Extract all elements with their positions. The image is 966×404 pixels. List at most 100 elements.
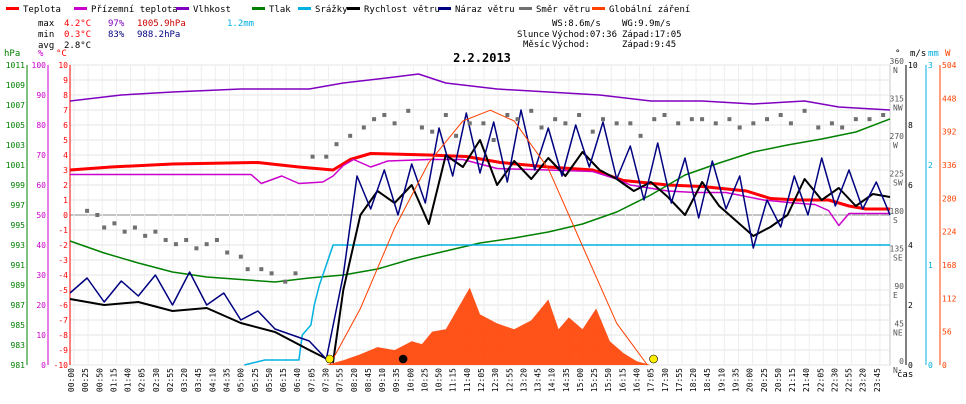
tick-label-pct: 20 xyxy=(36,301,46,310)
x-tick-label: 09:10 xyxy=(378,368,387,392)
wind-direction-point xyxy=(481,121,486,126)
x-tick-label: 20:25 xyxy=(760,368,769,392)
series-line xyxy=(69,73,891,111)
tick-label-deg: 7 xyxy=(63,106,68,115)
tick-label-w: 504 xyxy=(942,61,957,70)
wind-direction-point xyxy=(553,117,558,122)
tick-label-dir-compass: SW xyxy=(893,179,903,188)
wind-direction-point xyxy=(454,133,459,138)
sun-label: Slunce xyxy=(517,30,550,40)
x-tick-label: 12:30 xyxy=(491,368,500,392)
x-tick-label: 17:30 xyxy=(661,368,670,392)
sun-set: Západ:17:05 xyxy=(622,30,682,40)
tick-label-dir-compass: NE xyxy=(893,329,903,338)
legend-label: Přízemní teplota xyxy=(91,5,178,15)
legend-label: Směr větru xyxy=(536,5,590,15)
x-tick-label: 12:55 xyxy=(505,368,514,392)
wind-direction-point xyxy=(689,117,694,122)
wind-direction-point xyxy=(184,238,189,242)
x-tick-label: 00:00 xyxy=(67,368,76,392)
stat-avg-label: avg xyxy=(38,41,54,51)
wind-direction-point xyxy=(406,108,411,113)
wind-direction-point xyxy=(737,125,742,130)
axes: 9819839859879899919939959979991001100310… xyxy=(6,57,957,375)
moon-label: Měsíc xyxy=(523,40,550,50)
sun-moon-info: WS:8.6m/s WG:9.9m/s Slunce Východ:07:36 … xyxy=(517,19,682,50)
series-line xyxy=(329,109,648,366)
tick-label-pct: 30 xyxy=(36,271,46,280)
tick-label-hpa: 1011 xyxy=(6,61,25,70)
tick-label-dir: 270 xyxy=(890,132,905,141)
wind-direction-point xyxy=(529,108,534,113)
x-tick-label: 09:35 xyxy=(392,368,401,392)
x-tick-label: 05:25 xyxy=(251,368,260,392)
wind-direction-point xyxy=(727,117,732,122)
x-tick-label: 04:35 xyxy=(223,368,232,392)
unit-dir: ° xyxy=(895,49,900,59)
tick-label-hpa: 983 xyxy=(11,341,26,350)
x-tick-label: 01:15 xyxy=(109,368,118,392)
tick-label-mm: 1 xyxy=(928,261,933,270)
x-tick-label: 15:25 xyxy=(590,368,599,392)
wind-direction-point xyxy=(676,121,681,126)
tick-label-hpa: 1007 xyxy=(6,101,25,110)
tick-label-hpa: 993 xyxy=(11,241,26,250)
legend-swatch xyxy=(252,7,265,10)
tick-label-ms: 6 xyxy=(908,181,913,190)
axis-units: hPa % °C ° m/s mm W čas xyxy=(4,49,951,380)
wind-direction-point xyxy=(204,242,209,247)
wind-direction-point xyxy=(361,125,366,130)
wind-direction-point xyxy=(539,125,544,130)
wind-direction-point xyxy=(751,121,756,126)
wind-direction-point xyxy=(829,121,834,126)
stat-max-label: max xyxy=(38,19,55,29)
wind-direction-point xyxy=(505,113,510,117)
x-tick-label: 23:20 xyxy=(859,368,868,392)
x-tick-label: 15:00 xyxy=(576,368,585,392)
tick-label-pct: 70 xyxy=(36,151,46,160)
tick-label-hpa: 1009 xyxy=(6,81,25,90)
wind-direction-point xyxy=(840,125,845,130)
x-tick-label: 17:55 xyxy=(675,368,684,392)
wind-direction-point xyxy=(293,271,298,276)
wind-direction-point xyxy=(662,113,667,117)
tick-label-deg: 4 xyxy=(63,151,68,160)
tick-label-pct: 100 xyxy=(32,61,47,70)
x-tick-label: 15:50 xyxy=(604,368,613,392)
series-line xyxy=(69,109,891,360)
tick-label-w: 168 xyxy=(942,261,957,270)
tick-label-w: 448 xyxy=(942,94,957,103)
wind-direction-point xyxy=(348,133,353,138)
stat-max-press: 1005.9hPa xyxy=(137,19,186,29)
wind-direction-point xyxy=(867,117,872,122)
wind-direction-point xyxy=(194,246,199,251)
x-tick-label: 19:35 xyxy=(731,368,740,392)
legend-swatch xyxy=(298,7,311,10)
tick-label-ms: 8 xyxy=(908,121,913,130)
x-tick-label: 05:50 xyxy=(265,368,274,392)
tick-label-deg: -9 xyxy=(58,346,68,355)
wind-direction-point xyxy=(392,121,397,126)
wind-direction-point xyxy=(802,108,807,113)
tick-label-pct: 60 xyxy=(36,181,46,190)
x-tick-label: 22:30 xyxy=(830,368,839,392)
legend-label: Rychlost větru xyxy=(364,5,440,15)
unit-pct: % xyxy=(38,49,44,59)
x-tick-labels: 00:00 00:25 00:50 01:15 01:40 02:05 02:30 02:55… xyxy=(67,368,882,392)
x-tick-label: 13:20 xyxy=(519,368,528,392)
tick-label-hpa: 999 xyxy=(11,181,26,190)
x-tick-label: 16:40 xyxy=(633,368,642,392)
tick-label-deg: -10 xyxy=(54,361,69,370)
x-tick-label: 06:40 xyxy=(293,368,302,392)
wind-direction-point xyxy=(132,225,137,230)
wind-direction-point xyxy=(372,117,377,122)
wind-direction-point xyxy=(143,233,148,238)
wind-direction-point xyxy=(628,121,633,126)
wind-direction-point xyxy=(601,117,605,122)
x-tick-label: 01:40 xyxy=(124,368,133,392)
tick-label-hpa: 997 xyxy=(11,201,26,210)
tick-label-dir-compass: S xyxy=(893,216,898,225)
wind-direction-point xyxy=(713,121,718,126)
tick-label-dir: 315 xyxy=(890,95,905,104)
